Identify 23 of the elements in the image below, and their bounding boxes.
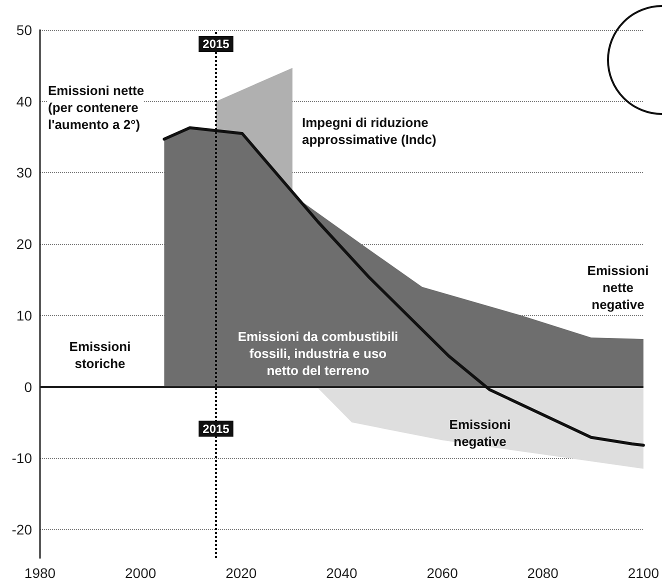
x-tick-label: 2100 bbox=[628, 565, 660, 581]
annotation: Emissioni negative bbox=[449, 417, 511, 449]
annotation: Emissioni nette negative bbox=[587, 263, 649, 312]
x-tick-label: 2080 bbox=[527, 565, 559, 581]
y-tick-label: 50 bbox=[16, 22, 32, 38]
annotation: Emissioni storiche bbox=[69, 339, 131, 371]
y-tick-label: 10 bbox=[16, 307, 32, 324]
y-tick-label: 40 bbox=[16, 93, 32, 110]
x-tick-label: 2000 bbox=[124, 565, 156, 581]
x-tick-label: 2020 bbox=[226, 565, 257, 581]
annotation: Emissioni nette (per contenere l'aumento a 2°) bbox=[48, 83, 144, 132]
ref-line-label: 2015 bbox=[202, 37, 230, 51]
y-tick-label: -20 bbox=[12, 521, 32, 538]
y-tick-label: 30 bbox=[16, 164, 32, 181]
y-tick-label: -10 bbox=[12, 450, 32, 466]
x-tick-label: 1980 bbox=[24, 565, 56, 581]
annotation: Impegni di riduzione approssimative (Indc) bbox=[302, 115, 436, 147]
x-tick-label: 2060 bbox=[426, 565, 458, 581]
x-tick-label: 2040 bbox=[326, 565, 358, 581]
annotation: Emissioni da combustibili fossili, industria e uso netto del terreno bbox=[238, 329, 398, 378]
text: 2015 bbox=[202, 422, 230, 436]
y-tick-label: 20 bbox=[16, 236, 32, 252]
y-tick-label: 0 bbox=[24, 378, 32, 395]
